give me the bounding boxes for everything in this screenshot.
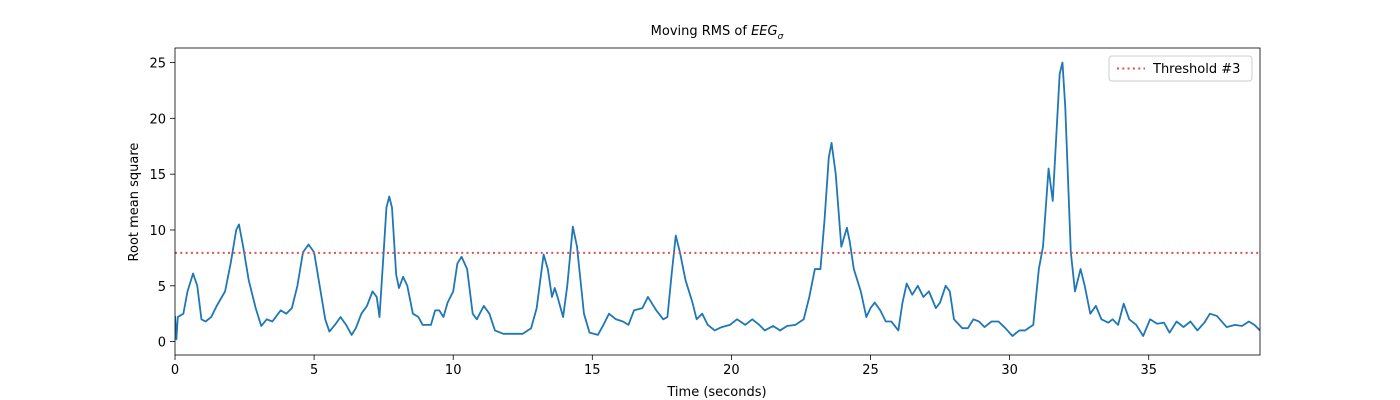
chart-title: Moving RMS of EEGσ — [651, 24, 784, 42]
y-tick-label: 25 — [149, 57, 166, 72]
x-axis-label: Time (seconds) — [666, 385, 766, 400]
x-tick-label: 25 — [862, 363, 879, 378]
title-subscript: σ — [778, 32, 784, 42]
x-tick-label: 35 — [1140, 363, 1157, 378]
x-tick-label: 10 — [445, 363, 462, 378]
y-tick-label: 15 — [149, 168, 166, 183]
y-tick-label: 5 — [158, 280, 166, 295]
data-line — [175, 61, 1260, 341]
plot-frame — [174, 47, 1261, 356]
title-text: Moving RMS of — [651, 24, 751, 39]
title-math: EEG — [751, 24, 778, 39]
x-tick-label: 20 — [723, 363, 740, 378]
y-axis-label: Root mean square — [127, 143, 142, 262]
x-tick-label: 5 — [310, 363, 318, 378]
x-tick-label: 30 — [1001, 363, 1018, 378]
x-tick-label: 0 — [171, 363, 179, 378]
legend-label: Threshold #3 — [1152, 62, 1240, 77]
y-tick-label: 0 — [158, 336, 166, 351]
y-tick-label: 20 — [149, 112, 166, 127]
x-tick-label: 15 — [584, 363, 601, 378]
legend-box — [1108, 55, 1253, 82]
y-tick-label: 10 — [149, 224, 166, 239]
